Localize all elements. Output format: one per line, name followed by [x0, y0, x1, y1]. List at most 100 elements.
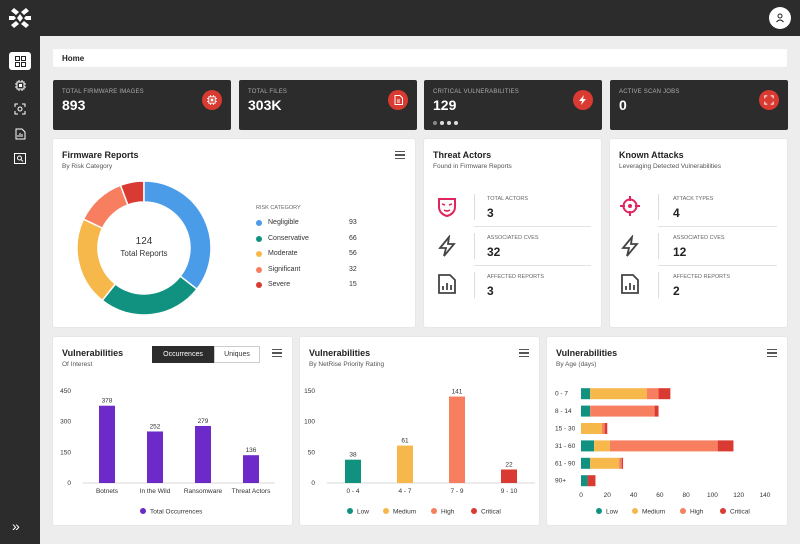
vulnerabilities-age-chart: 0 20 40 60 80 100 120 140 0 - 7 8 - 14 15 - 30 31 -… — [555, 388, 771, 516]
legend-item[interactable]: Severe — [256, 281, 290, 288]
bar-segment-medium[interactable] — [594, 440, 610, 452]
legend-label[interactable]: Critical — [481, 509, 501, 516]
search-icon — [14, 152, 26, 164]
carousel-dot[interactable] — [440, 121, 444, 125]
lightning-icon — [573, 90, 593, 110]
occurrences-toggle-button[interactable]: Occurrences — [152, 346, 214, 363]
sidebar-item-search[interactable] — [9, 149, 31, 167]
sidebar-item-dashboard[interactable] — [9, 52, 31, 70]
menu-icon[interactable] — [272, 349, 282, 359]
bar-segment-medium[interactable] — [590, 457, 620, 469]
x-tick-label: 4 - 7 — [398, 488, 411, 495]
bar-segment-high[interactable] — [609, 440, 718, 452]
bar-segment-high[interactable] — [590, 405, 655, 417]
bar-in-the-wild[interactable] — [147, 431, 163, 483]
kpi-value: 303K — [248, 97, 282, 113]
carousel-dot[interactable] — [447, 121, 451, 125]
menu-icon[interactable] — [519, 349, 529, 359]
legend-label[interactable]: Medium — [393, 509, 416, 516]
menu-icon[interactable] — [395, 151, 405, 161]
bar-segment-medium[interactable] — [581, 423, 603, 434]
y-tick-label: 31 - 60 — [555, 443, 576, 450]
menu-icon[interactable] — [767, 349, 777, 359]
y-tick-label: 0 — [67, 480, 71, 487]
x-tick-label: 9 - 10 — [501, 488, 518, 495]
donut-slice-moderate[interactable] — [76, 218, 117, 302]
bar-value-label: 279 — [198, 418, 209, 425]
legend-item[interactable]: Negligible — [256, 219, 299, 226]
vulnerabilities-of-interest-card: Vulnerabilities Of Interest Occurrences … — [53, 337, 292, 525]
bar-9---10[interactable] — [501, 469, 517, 483]
carousel-dot[interactable] — [454, 121, 458, 125]
legend-item[interactable]: Significant — [256, 266, 300, 273]
bar-segment-low[interactable] — [581, 388, 591, 400]
bar-4---7[interactable] — [397, 445, 413, 483]
legend-item[interactable]: Moderate — [256, 250, 298, 257]
logo-icon[interactable] — [6, 4, 34, 32]
donut-slice-conservative[interactable] — [101, 275, 199, 316]
x-tick-label: 0 — [579, 492, 583, 499]
sidebar-item-reports[interactable] — [9, 125, 31, 143]
donut-slice-significant[interactable] — [82, 184, 129, 230]
carousel-dots[interactable] — [433, 121, 458, 125]
legend-label[interactable]: Low — [357, 509, 369, 516]
kpi-label: Total Files — [248, 89, 288, 95]
kpi-label: Critical Vulnerabilities — [433, 89, 519, 95]
vulnerabilities-priority-card: Vulnerabilities By NetRise Priority Rati… — [300, 337, 539, 525]
scan-icon — [759, 90, 779, 110]
stat-attack-types: Attack Types 4 — [673, 196, 714, 220]
bar-segment-critical[interactable] — [621, 457, 624, 469]
bar-segment-critical[interactable] — [658, 388, 671, 400]
y-tick-label: 8 - 14 — [555, 408, 572, 415]
bar-segment-critical[interactable] — [604, 423, 608, 434]
legend-label[interactable]: Medium — [642, 509, 665, 516]
legend-swatch — [347, 508, 353, 514]
kpi-card-critical-vulnerabilities[interactable]: Critical Vulnerabilities 129 — [424, 80, 602, 130]
legend-label[interactable]: High — [690, 509, 704, 516]
bar-segment-critical[interactable] — [587, 475, 596, 487]
legend-swatch — [632, 508, 638, 514]
uniques-toggle-button[interactable]: Uniques — [214, 346, 260, 363]
bar-segment-critical[interactable] — [717, 440, 734, 452]
donut-center-value: 124 — [136, 236, 153, 247]
x-tick-label: 20 — [604, 492, 612, 499]
threat-actors-card[interactable]: Threat Actors Found in Firmware Reports … — [424, 139, 601, 327]
legend-label[interactable]: Low — [606, 509, 618, 516]
bar-segment-low[interactable] — [581, 440, 595, 452]
collapse-sidebar-icon[interactable]: » — [12, 518, 20, 534]
bar-ransomware[interactable] — [195, 425, 211, 483]
x-tick-label: 80 — [683, 492, 691, 499]
bar-segment-critical[interactable] — [654, 405, 659, 417]
known-attacks-card[interactable]: Known Attacks Leveraging Detected Vulner… — [610, 139, 787, 327]
bar-0---4[interactable] — [345, 459, 361, 483]
user-avatar-button[interactable] — [769, 7, 791, 29]
bar-7---9[interactable] — [449, 396, 465, 483]
legend-label[interactable]: High — [441, 509, 455, 516]
scan-icon — [14, 103, 26, 115]
sidebar-item-scans[interactable] — [9, 100, 31, 118]
x-tick-label: 100 — [707, 492, 718, 499]
file-icon — [388, 90, 408, 110]
bar-segment-medium[interactable] — [590, 388, 647, 400]
carousel-dot[interactable] — [433, 121, 437, 125]
bar-segment-low[interactable] — [581, 457, 591, 469]
bar-segment-high[interactable] — [619, 457, 622, 469]
donut-slice-negligible[interactable] — [143, 180, 212, 291]
bar-segment-low[interactable] — [581, 405, 591, 417]
legend-value: 15 — [349, 281, 357, 288]
bar-value-label: 136 — [246, 447, 257, 454]
legend-label[interactable]: Critical — [730, 509, 750, 516]
kpi-value: 129 — [433, 97, 457, 113]
bar-threat-actors[interactable] — [243, 455, 259, 483]
bar-segment-low[interactable] — [581, 475, 588, 487]
bar-botnets[interactable] — [99, 405, 115, 483]
legend-item[interactable]: Conservative — [256, 235, 309, 242]
legend-label[interactable]: Total Occurrences — [150, 509, 203, 516]
bar-segment-high[interactable] — [646, 388, 659, 400]
breadcrumb[interactable]: Home — [53, 49, 787, 67]
mask-icon — [438, 198, 456, 218]
sidebar-item-firmware[interactable] — [9, 76, 31, 94]
bar-segment-high[interactable] — [602, 423, 605, 434]
legend-title: Risk Category — [256, 205, 301, 211]
report-icon — [621, 274, 639, 294]
